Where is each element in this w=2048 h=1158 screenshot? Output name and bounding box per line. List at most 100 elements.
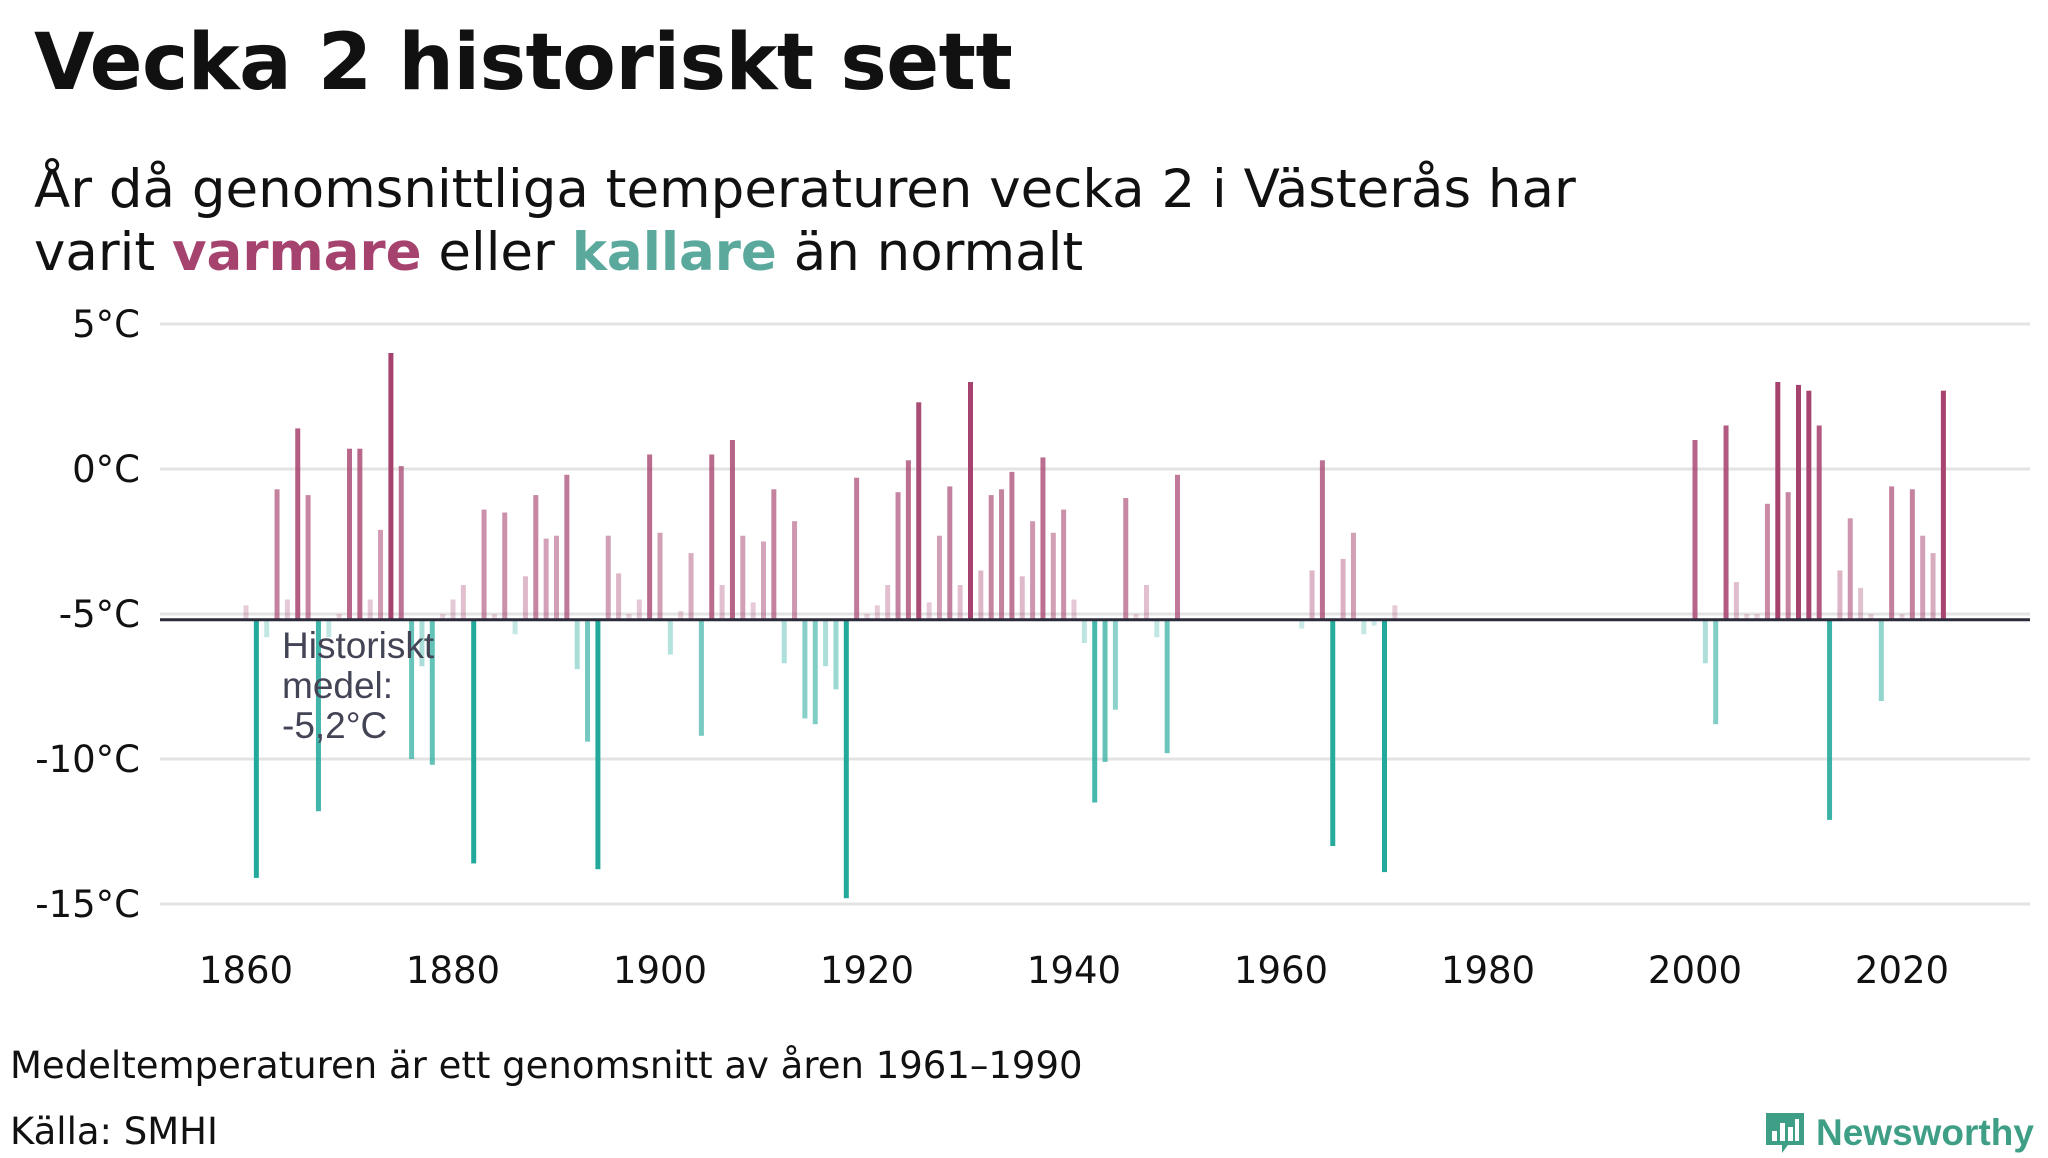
bar-2020 [1899, 614, 1905, 620]
bar-1962 [1299, 619, 1305, 629]
bar-1863 [274, 489, 280, 620]
bar-2011 [1806, 390, 1812, 620]
annotation-line-2: medel: [282, 665, 393, 706]
bar-1896 [616, 573, 622, 620]
bar-1918 [843, 619, 849, 899]
bar-1862 [264, 619, 270, 638]
bar-1870 [347, 448, 352, 620]
bar-1912 [781, 619, 787, 664]
bar-1944 [1112, 619, 1118, 710]
bar-2024 [1940, 390, 1946, 620]
bar-2006 [1754, 614, 1760, 620]
bar-1903 [688, 553, 694, 620]
bar-1923 [895, 492, 901, 620]
bar-2012 [1816, 425, 1822, 620]
y-tick-label: -10°C [35, 738, 140, 781]
bar-1907 [729, 440, 735, 620]
bar-1906 [719, 585, 725, 620]
bar-1902 [678, 611, 684, 620]
bar-2022 [1920, 535, 1926, 620]
bar-1943 [1102, 619, 1108, 762]
subtitle-part2: eller [421, 222, 572, 283]
bar-1877 [419, 619, 425, 667]
bar-1908 [740, 535, 746, 620]
bar-1899 [647, 454, 653, 620]
bar-1950 [1175, 474, 1180, 620]
annotation-line-1: Historiskt [282, 625, 435, 666]
y-tick-label: -5°C [59, 593, 140, 636]
x-tick-label: 1940 [1027, 949, 1121, 992]
bar-2000 [1692, 440, 1698, 620]
bar-2016 [1858, 587, 1864, 620]
bar-1890 [554, 535, 559, 620]
bar-2013 [1827, 619, 1833, 820]
bar-1894 [595, 619, 601, 870]
bar-1925 [916, 402, 922, 620]
bar-1942 [1092, 619, 1098, 803]
bar-1967 [1350, 532, 1356, 620]
bar-1926 [926, 602, 932, 620]
x-tick-label: 1960 [1234, 949, 1328, 992]
bar-1861 [253, 619, 259, 878]
bar-1913 [792, 521, 798, 620]
brand-logo[interactable]: Newsworthy [1762, 1108, 2034, 1158]
bar-1867 [315, 619, 321, 812]
bar-1900 [657, 532, 663, 620]
bar-1928 [947, 486, 953, 620]
bar-1965 [1330, 619, 1336, 846]
bar-1921 [874, 605, 880, 620]
bar-2017 [1868, 614, 1874, 620]
x-tick-label: 1920 [820, 949, 914, 992]
bar-1948 [1154, 619, 1160, 638]
bar-1924 [905, 460, 911, 620]
chart-subtitle: År då genomsnittliga temperaturen vecka … [34, 158, 1634, 284]
bar-1939 [1061, 509, 1067, 620]
y-tick-label: 5°C [72, 303, 140, 346]
bar-1869 [336, 614, 342, 620]
bar-1897 [626, 614, 632, 620]
bar-1947 [1143, 585, 1149, 620]
bar-1946 [1133, 614, 1139, 620]
bar-1866 [305, 495, 311, 620]
bar-1901 [667, 619, 673, 655]
subtitle-part3: än normalt [776, 222, 1084, 283]
bar-1910 [761, 541, 766, 620]
bar-1892 [574, 619, 580, 670]
bar-2023 [1930, 553, 1936, 620]
bar-1864 [284, 599, 290, 620]
bar-1915 [812, 619, 818, 725]
bar-1927 [936, 535, 942, 620]
x-tick-label: 1860 [199, 949, 293, 992]
x-tick-label: 2000 [1648, 949, 1742, 992]
bar-1941 [1081, 619, 1087, 643]
bar-2014 [1837, 570, 1843, 620]
newsworthy-logo-icon [1766, 1113, 1804, 1153]
bar-1886 [512, 619, 518, 635]
bar-1970 [1382, 619, 1387, 873]
bar-1884 [491, 614, 497, 620]
bar-1865 [295, 428, 301, 620]
bar-1878 [429, 619, 435, 765]
bar-2015 [1847, 518, 1853, 620]
bar-2008 [1775, 382, 1781, 620]
bar-1920 [864, 614, 870, 620]
baseline-annotation: Historiskt medel: -5,2°C [282, 625, 444, 746]
bar-1971 [1392, 605, 1398, 620]
bar-1934 [1009, 471, 1015, 620]
bar-1968 [1361, 619, 1367, 635]
bar-1883 [481, 509, 487, 620]
bar-1931 [978, 570, 984, 620]
bar-1904 [698, 619, 704, 736]
bars [243, 353, 1946, 899]
bar-1933 [999, 489, 1005, 620]
bar-1888 [533, 495, 539, 620]
bar-1860 [243, 605, 249, 620]
source: Källa: SMHI [10, 1110, 218, 1153]
chart-area: 5°C 0°C -5°C -10°C -15°C 1860 1880 1900 1920 194… [35, 303, 2030, 992]
bar-1893 [585, 619, 591, 742]
bar-2004 [1733, 582, 1739, 620]
bar-1891 [564, 474, 570, 620]
bar-1875 [398, 466, 404, 620]
bar-1937 [1040, 457, 1046, 620]
subtitle-warm-word: varmare [172, 222, 422, 283]
